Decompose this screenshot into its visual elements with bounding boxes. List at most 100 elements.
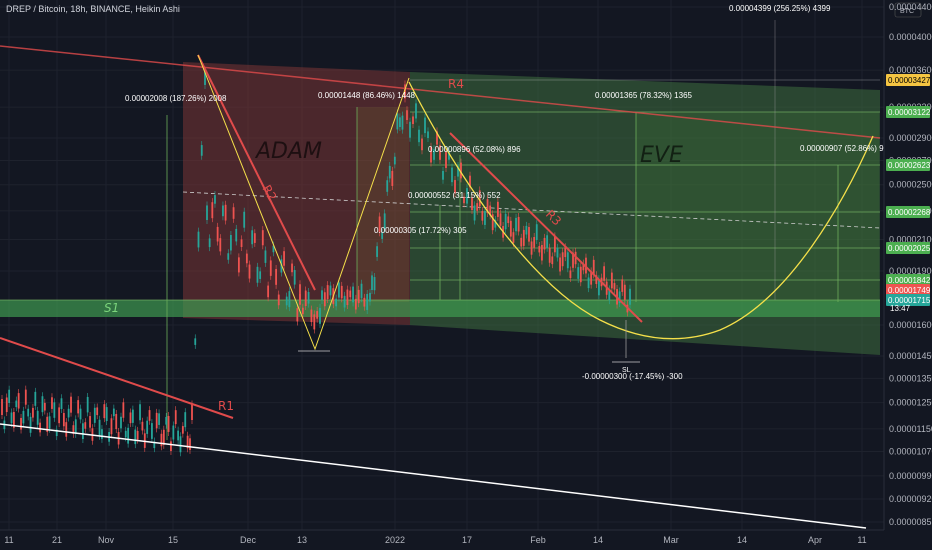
price-badge (886, 74, 930, 86)
candle-body (60, 398, 63, 409)
measure-box-adam-right (357, 107, 409, 302)
candle-body (383, 213, 386, 229)
candle-body (84, 422, 87, 429)
candle-body (629, 288, 631, 305)
candle-body (592, 259, 595, 275)
candle-body (20, 417, 22, 430)
candle-body (131, 409, 134, 423)
candle-body (283, 251, 285, 266)
candle-body (569, 270, 572, 279)
candle-body (572, 252, 574, 268)
candle-body (378, 216, 381, 233)
candle-body (204, 71, 206, 85)
candle-body (566, 252, 569, 269)
candle-body (148, 410, 151, 421)
x-axis-ticks: 11 21 Nov 15 Dec 13 2022 17 Feb 14 Mar 14 Apr 11 (4, 535, 866, 545)
candle-body (129, 412, 132, 424)
candle-body (401, 115, 404, 130)
candle-body (469, 175, 471, 188)
chart-title: DREP / Bitcoin, 18h, BINANCE, Heikin Ash… (6, 4, 180, 14)
candle-body (237, 257, 240, 273)
candle-body (442, 170, 444, 180)
x-tick-label: Apr (808, 535, 822, 545)
candle-body (335, 298, 338, 307)
candle-body (122, 402, 125, 418)
candle-body (551, 256, 554, 265)
price-badge (886, 242, 930, 254)
candle-body (158, 413, 160, 425)
y-tick-label: 0.00004000 (889, 32, 932, 42)
price-badge-label: 0.00003427 (888, 76, 931, 85)
candle-body (162, 429, 165, 445)
candle-body (269, 260, 272, 276)
measure-6: 0.00001365 (78.32%) 1365 (595, 91, 693, 100)
candle-body (275, 269, 277, 285)
candle-body (253, 233, 256, 243)
candle-body (388, 165, 391, 179)
candle-body (5, 397, 8, 413)
candle-body (67, 408, 70, 418)
candle-body (208, 238, 211, 248)
candle-body (17, 393, 20, 409)
measure-box-eve (636, 112, 879, 302)
candle-body (349, 290, 352, 298)
candle-body (214, 195, 216, 204)
measure-5: 0.00000305 (17.72%) 305 (374, 226, 467, 235)
candle-body (391, 170, 394, 186)
candle-body (553, 236, 556, 253)
candle-body (494, 220, 497, 228)
candle-body (15, 400, 18, 408)
candle-body (48, 416, 51, 429)
candle-body (313, 314, 316, 330)
candle-body (211, 202, 214, 219)
candle-body (376, 246, 378, 257)
candle-body (595, 275, 598, 285)
candle-body (463, 196, 465, 204)
candle-body (36, 410, 39, 425)
candle-body (316, 311, 319, 319)
price-badge-label: 0.00001749 (888, 286, 931, 295)
candle-body (72, 425, 75, 434)
candle-body (399, 117, 401, 127)
candle-body (577, 267, 580, 279)
candle-body (608, 289, 611, 301)
y-tick-label: 0.00000920 (889, 494, 932, 504)
candle-body (22, 410, 25, 424)
candle-body (533, 237, 536, 248)
candle-body (373, 277, 376, 291)
candle-body (98, 419, 101, 436)
candle-body (409, 121, 411, 138)
x-tick-label: 14 (593, 535, 603, 545)
measure-7: 0.00000907 (52.86%) 907 (800, 144, 893, 153)
candle-body (34, 391, 37, 406)
candle-body (301, 307, 304, 315)
price-badge-label: 0.00002025 (888, 244, 931, 253)
candle-body (293, 269, 296, 285)
countdown-label: 13:47 (890, 304, 911, 313)
y-axis-ticks: 0.000044000.000040000.000036000.00003200… (889, 2, 932, 527)
candle-body (478, 190, 481, 207)
candle-body (153, 441, 156, 449)
candle-body (340, 285, 343, 299)
r2-trendline (197, 54, 316, 291)
candle-body (51, 397, 53, 409)
candle-body (489, 205, 492, 216)
measure-1: 0.00002008 (187.26%) 2008 (125, 94, 227, 103)
candle-body (296, 308, 299, 322)
candle-body (272, 245, 275, 253)
candle-body (194, 338, 197, 345)
candle-body (307, 292, 310, 304)
measure-3: 0.00000896 (52.08%) 896 (428, 145, 521, 154)
candle-body (29, 416, 32, 433)
candle-body (12, 411, 15, 428)
candle-body (357, 289, 360, 304)
x-tick-label: 17 (462, 535, 472, 545)
candle-body (86, 396, 89, 413)
y-tick-label: 0.00001150 (889, 424, 932, 434)
sl-label: SL (622, 367, 631, 374)
candle-body (457, 165, 459, 177)
r4-label: R4 (448, 77, 464, 91)
price-badge-label: 0.00001842 (888, 276, 931, 285)
candle-body (177, 430, 180, 441)
